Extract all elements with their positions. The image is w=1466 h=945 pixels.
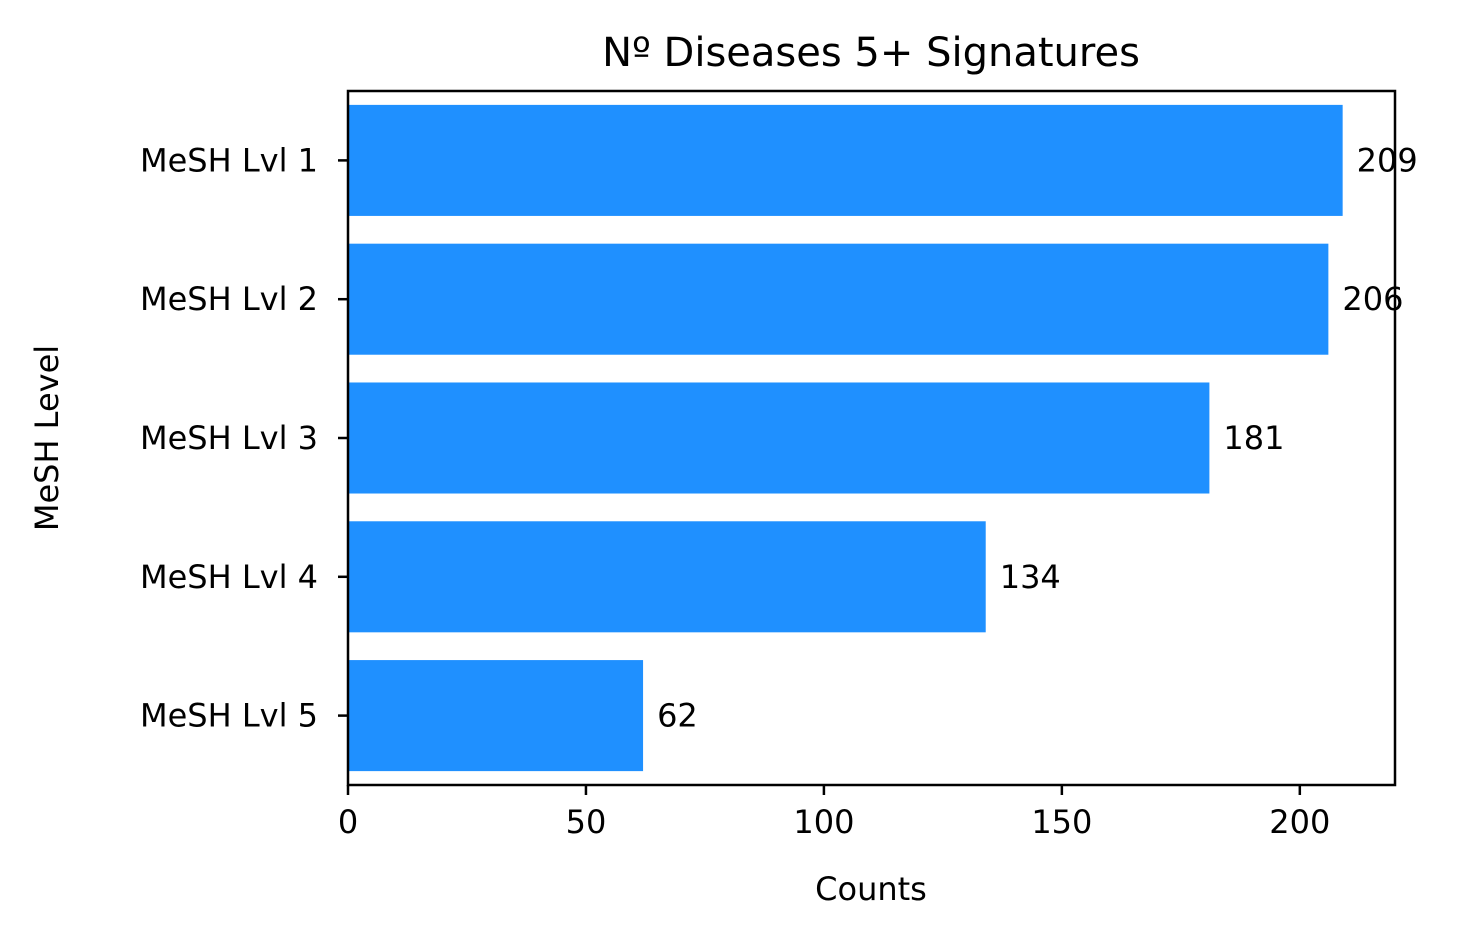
x-tick-label-5: 200 <box>1269 803 1330 841</box>
data-label-5: 62 <box>657 697 698 735</box>
plot-frame <box>346 89 1397 787</box>
bar-1 <box>348 104 1343 216</box>
x-axis-label: Counts <box>815 870 927 908</box>
bar-4 <box>348 521 986 633</box>
data-labels-group: 209 206 181 134 62 <box>657 141 1418 734</box>
x-tick-label-2: 50 <box>566 803 607 841</box>
bar-2 <box>348 243 1329 355</box>
data-label-1: 209 <box>1357 141 1418 179</box>
x-tick-label-1: 0 <box>338 803 358 841</box>
data-label-4: 134 <box>1000 558 1061 596</box>
y-tick-label-3: MeSH Lvl 3 <box>140 419 318 457</box>
y-axis-ticks: MeSH Lvl 1 MeSH Lvl 2 MeSH Lvl 3 MeSH Lvl 4… <box>140 141 348 735</box>
y-tick-label-5: MeSH Lvl 5 <box>140 697 318 735</box>
y-tick-label-1: MeSH Lvl 1 <box>140 141 318 179</box>
x-tick-label-4: 150 <box>1031 803 1092 841</box>
bars-group <box>348 104 1343 772</box>
bar-3 <box>348 382 1210 494</box>
data-label-3: 181 <box>1223 419 1284 457</box>
y-axis-label: MeSH Level <box>28 345 66 531</box>
x-tick-label-3: 100 <box>793 803 854 841</box>
bar-5 <box>348 660 644 772</box>
x-axis-ticks: 0 50 100 150 200 <box>338 785 1330 841</box>
y-tick-label-4: MeSH Lvl 4 <box>140 558 318 596</box>
y-tick-label-2: MeSH Lvl 2 <box>140 280 318 318</box>
data-label-2: 206 <box>1342 280 1403 318</box>
chart-title: Nº Diseases 5+ Signatures <box>602 30 1140 76</box>
